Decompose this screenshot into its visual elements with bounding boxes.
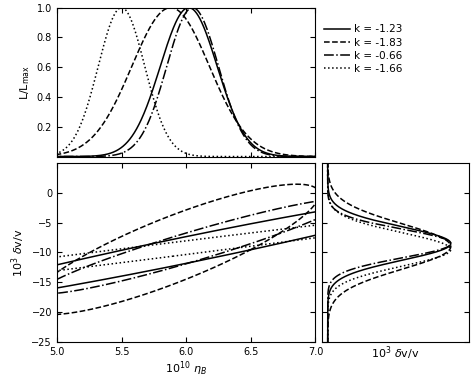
Y-axis label: L/L$_{\mathrm{max}}$: L/L$_{\mathrm{max}}$ <box>18 65 33 99</box>
X-axis label: $10^3$ $\delta$v/v: $10^3$ $\delta$v/v <box>371 344 419 362</box>
X-axis label: $10^{10}$ $\eta_B$: $10^{10}$ $\eta_B$ <box>165 359 207 378</box>
Y-axis label: $10^3$ $\delta$v/v: $10^3$ $\delta$v/v <box>9 228 27 276</box>
Legend: k = -1.23, k = -1.83, k = -0.66, k = -1.66: k = -1.23, k = -1.83, k = -0.66, k = -1.… <box>319 20 406 78</box>
